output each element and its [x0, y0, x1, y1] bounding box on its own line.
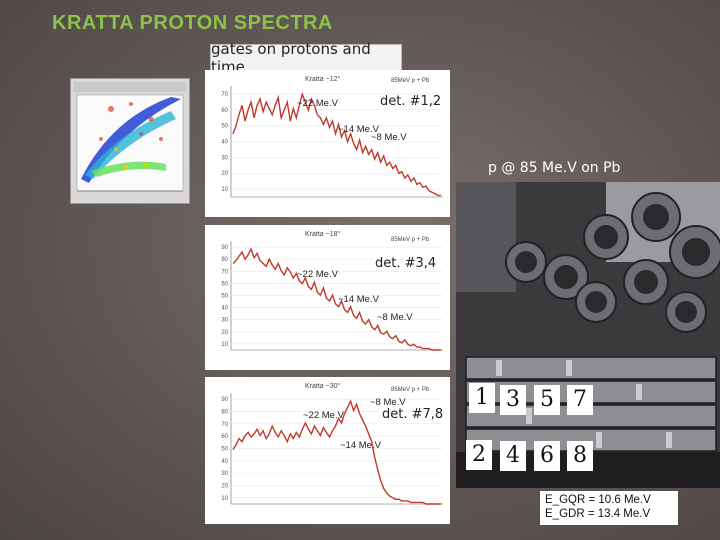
- identification-plot-image: [74, 82, 186, 192]
- y-tick-label: 50: [221, 447, 228, 453]
- spectrum-chart-2: 90 80 70 60 50 40 30 20 10: [221, 241, 443, 351]
- peak-label: ~22 Me.V: [303, 410, 344, 421]
- peak-label: ~22 Me.V: [297, 269, 338, 280]
- panel-caption: 85MeV p + Pb: [391, 78, 430, 84]
- peak-label: ~14 Me.V: [338, 124, 379, 135]
- y-tick-label: 80: [221, 257, 228, 263]
- y-tick-label: 40: [221, 306, 228, 312]
- detector-number: 2: [466, 440, 492, 470]
- detector-label: det. #3,4: [375, 256, 437, 271]
- y-tick-label: 70: [221, 269, 228, 275]
- panel-title: Kratta ~18°: [305, 231, 341, 238]
- subtitle-box: gates on protons and time: [210, 40, 402, 76]
- panel-title: Kratta ~12°: [305, 76, 341, 83]
- peak-label: ~8 Me.V: [370, 397, 406, 408]
- slide-title: KRATTA PROTON SPECTRA: [52, 12, 333, 34]
- detector-number: 7: [567, 385, 593, 415]
- y-tick-label: 30: [221, 155, 228, 161]
- y-tick-label: 20: [221, 484, 228, 490]
- detector-number: 3: [500, 385, 526, 415]
- y-tick-label: 90: [221, 397, 228, 403]
- panel-caption: 85MeV p + Pb: [391, 237, 430, 243]
- y-tick-label: 10: [221, 187, 228, 193]
- y-tick-label: 30: [221, 471, 228, 477]
- peak-label: ~22 Me.V: [297, 98, 338, 109]
- detector-label: det. #1,2: [380, 94, 442, 109]
- y-tick-label: 70: [221, 92, 228, 98]
- y-tick-label: 10: [221, 496, 228, 502]
- spectrum-panel-3: 90 80 70 60 50 40 30 20 10 Kratta ~30° 85MeV p +…: [205, 377, 450, 524]
- axes: [230, 393, 443, 505]
- identification-plot-thumbnail: [70, 78, 190, 204]
- spectrum-series: [232, 247, 441, 351]
- detector-array-image: [456, 182, 720, 488]
- spectrum-panel-2: 90 80 70 60 50 40 30 20 10 Kratta ~18° 85MeV p +…: [205, 225, 450, 370]
- y-tick-label: 60: [221, 434, 228, 440]
- y-tick-label: 20: [221, 171, 228, 177]
- y-tick-label: 50: [221, 124, 228, 130]
- spectrum-panel-1: 70 60 50 40 30 20 10 Kratta ~12° 85MeV p + Pb …: [205, 70, 450, 217]
- peak-label: ~14 Me.V: [338, 294, 379, 305]
- energy-gqr: E_GQR = 10.6 Me.V: [545, 494, 651, 506]
- y-tick-label: 30: [221, 318, 228, 324]
- spectrum-series: [232, 399, 441, 505]
- detector-number: 8: [567, 441, 593, 471]
- detector-array-photo: [456, 182, 720, 488]
- y-tick-label: 40: [221, 459, 228, 465]
- y-tick-label: 80: [221, 410, 228, 416]
- y-tick-label: 90: [221, 245, 228, 251]
- resonance-energies: E_GQR = 10.6 Me.V E_GDR = 13.4 Me.V: [540, 491, 678, 525]
- y-tick-label: 20: [221, 330, 228, 336]
- y-tick-label: 50: [221, 294, 228, 300]
- detector-label: det. #7,8: [382, 407, 444, 422]
- axes: [230, 86, 443, 198]
- y-tick-label: 10: [221, 342, 228, 348]
- peak-label: ~14 Me.V: [340, 440, 381, 451]
- spectrum-chart-1: 70 60 50 40 30 20 10: [221, 86, 443, 198]
- spectrum-series: [232, 91, 441, 197]
- spectrum-chart-3: 90 80 70 60 50 40 30 20 10: [221, 393, 443, 505]
- y-tick-label: 60: [221, 108, 228, 114]
- energy-gdr: E_GDR = 13.4 Me.V: [545, 508, 651, 520]
- detector-number: 1: [469, 383, 495, 413]
- detector-number: 6: [534, 441, 560, 471]
- y-tick-label: 60: [221, 281, 228, 287]
- y-tick-label: 40: [221, 140, 228, 146]
- panel-title: Kratta ~30°: [305, 383, 341, 390]
- peak-label: ~8 Me.V: [377, 312, 413, 323]
- detector-number: 5: [534, 385, 560, 415]
- panel-caption: 85MeV p + Pb: [391, 387, 430, 393]
- peak-label: ~8 Me.V: [371, 132, 407, 143]
- beam-note: p @ 85 Me.V on Pb: [488, 160, 621, 176]
- detector-number: 4: [500, 441, 526, 471]
- axes: [230, 241, 443, 351]
- y-tick-label: 70: [221, 422, 228, 428]
